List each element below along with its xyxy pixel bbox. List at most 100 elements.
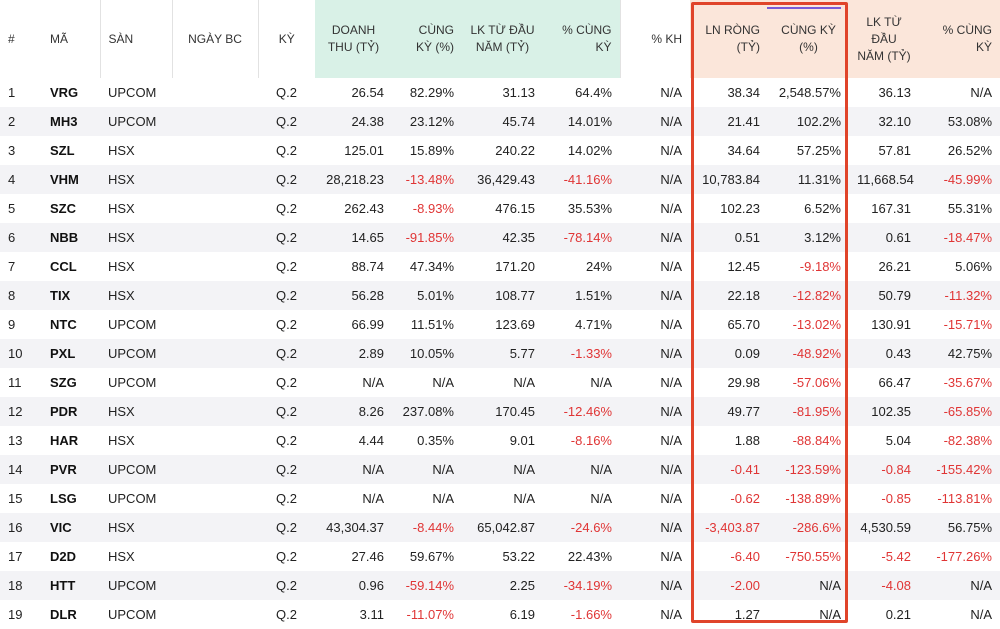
cell-code[interactable]: VIC (42, 513, 100, 542)
col-header-exchange[interactable]: SÀN (99, 0, 172, 78)
cell-report-date (172, 426, 258, 455)
cell-revenue-yoy: 15.89% (409, 143, 454, 158)
col-header-revenue-yoy[interactable]: CÙNG KỲ (%) (392, 0, 462, 78)
table-row[interactable]: 7 CCL HSX Q.2 88.74 47.34% 171.20 24% N/A 12.45 -9… (0, 252, 1000, 281)
table-row[interactable]: 11 SZG UPCOM Q.2 N/A N/A N/A N/A N/A 29.98 -57.06%… (0, 368, 1000, 397)
cell-report-date (172, 368, 258, 397)
cell-report-date (172, 484, 258, 513)
cell-net-profit-ytd-yoy: N/A (919, 571, 1000, 600)
cell-net-profit-ytd: 0.61 (849, 223, 919, 252)
table-row[interactable]: 15 LSG UPCOM Q.2 N/A N/A N/A N/A N/A -0.62 -138.89… (0, 484, 1000, 513)
cell-code[interactable]: NBB (42, 223, 100, 252)
cell-plan-pct: N/A (660, 85, 682, 100)
col-header-net-profit-ytd[interactable]: LK TỪ ĐẦU NĂM (TỶ) (849, 0, 919, 78)
cell-net-profit-yoy: 2,548.57% (778, 85, 841, 100)
cell-net-profit-yoy: -81.95% (768, 397, 849, 426)
cell-report-date (172, 600, 258, 629)
cell-code[interactable]: TIX (42, 281, 100, 310)
cell-code[interactable]: PXL (42, 339, 100, 368)
cell-period: Q.2 (276, 491, 297, 506)
cell-net-profit-ytd-yoy: 5.06% (955, 259, 992, 274)
cell-revenue-ytd-yoy: -78.14% (543, 223, 620, 252)
cell-net-profit: -2.00 (690, 571, 768, 600)
cell-code[interactable]: PVR (42, 455, 100, 484)
cell-code[interactable]: DLR (50, 607, 77, 622)
cell-exchange: UPCOM (100, 339, 172, 368)
table-row[interactable]: 16 VIC HSX Q.2 43,304.37 -8.44% 65,042.87 -24.6… (0, 513, 1000, 542)
table-row[interactable]: 17 D2D HSX Q.2 27.46 59.67% 53.22 22.43% N/A -6.4… (0, 542, 1000, 571)
cell-exchange: HSX (108, 259, 135, 274)
cell-net-profit-ytd: 0.43 (849, 339, 919, 368)
cell-revenue: 3.11 (359, 607, 384, 622)
cell-report-date (172, 339, 258, 368)
cell-revenue: 4.44 (358, 433, 384, 448)
table-row[interactable]: 13 HAR HSX Q.2 4.44 0.35% 9.01 -8.16% N/A 1.88 -88… (0, 426, 1000, 455)
cell-period: Q.2 (276, 433, 297, 448)
col-header-index[interactable]: # (8, 31, 15, 46)
col-header-plan-pct[interactable]: % KH (619, 0, 690, 78)
cell-index: 15 (8, 491, 23, 506)
cell-code[interactable]: VRG (50, 85, 79, 100)
cell-revenue-ytd: N/A (513, 491, 535, 506)
cell-revenue-yoy: 0.35% (417, 433, 454, 448)
cell-period: Q.2 (276, 375, 297, 390)
table-row[interactable]: 4 VHM HSX Q.2 28,218.23 -13.48% 36,429.43 -41.1… (0, 165, 1000, 194)
cell-net-profit: 12.45 (727, 259, 760, 274)
cell-code[interactable]: HTT (42, 571, 100, 600)
table-row[interactable]: 19 DLR UPCOM Q.2 3.11 -11.07% 6.19 -1.66% N/A 1.2… (0, 600, 1000, 629)
cell-revenue-yoy: -8.44% (392, 513, 462, 542)
cell-plan-pct: N/A (620, 107, 690, 136)
col-header-revenue-ytd[interactable]: LK TỪ ĐẦU NĂM (TỶ) (462, 0, 543, 78)
cell-index: 8 (0, 281, 42, 310)
cell-code[interactable]: SZC (50, 201, 76, 216)
col-header-code[interactable]: MÃ (50, 31, 68, 46)
table-row[interactable]: 6 NBB HSX Q.2 14.65 -91.85% 42.35 -78.14% N/A 0.5… (0, 223, 1000, 252)
cell-net-profit: -3,403.87 (690, 513, 768, 542)
table-row[interactable]: 5 SZC HSX Q.2 262.43 -8.93% 476.15 35.53% N/A 102… (0, 194, 1000, 223)
col-header-report-date[interactable]: NGÀY BC (171, 0, 258, 78)
table-row[interactable]: 1 VRG UPCOM Q.2 26.54 82.29% 31.13 64.4% N/A 38.3… (0, 78, 1000, 107)
cell-code[interactable]: SZL (50, 143, 75, 158)
table-row[interactable]: 3 SZL HSX Q.2 125.01 15.89% 240.22 14.02% N/A 34.… (0, 136, 1000, 165)
cell-revenue-ytd: 53.22 (502, 549, 535, 564)
col-header-revenue-ytd-yoy[interactable]: % CÙNG KỲ (543, 0, 620, 78)
cell-code[interactable]: LSG (50, 491, 77, 506)
table-row[interactable]: 2 MH3 UPCOM Q.2 24.38 23.12% 45.74 14.01% N/A 21.… (0, 107, 1000, 136)
cell-code[interactable]: HAR (50, 433, 79, 448)
cell-revenue-yoy: N/A (392, 455, 462, 484)
table-row[interactable]: 14 PVR UPCOM Q.2 N/A N/A N/A N/A N/A -0.41 -123.59… (0, 455, 1000, 484)
col-header-period[interactable]: KỲ (257, 0, 315, 78)
cell-revenue-yoy: 47.34% (409, 259, 454, 274)
col-header-net-profit-yoy[interactable]: CÙNG KỲ (%) (768, 0, 849, 78)
cell-code[interactable]: VHM (42, 165, 100, 194)
cell-revenue-ytd-yoy: 14.01% (543, 107, 620, 136)
table-row[interactable]: 9 NTC UPCOM Q.2 66.99 11.51% 123.69 4.71% N/A 65.… (0, 310, 1000, 339)
cell-plan-pct: N/A (660, 201, 682, 216)
cell-code[interactable]: SZG (50, 375, 77, 390)
table-row[interactable]: 12 PDR HSX Q.2 8.26 237.08% 170.45 -12.46% N/A 49… (0, 397, 1000, 426)
cell-net-profit: 29.98 (727, 375, 760, 390)
col-header-net-profit[interactable]: LN RÒNG (TỶ) (690, 0, 768, 78)
table-row[interactable]: 18 HTT UPCOM Q.2 0.96 -59.14% 2.25 -34.19% N/A -2… (0, 571, 1000, 600)
cell-index: 14 (0, 455, 42, 484)
cell-report-date (172, 194, 258, 223)
cell-code[interactable]: NTC (50, 317, 77, 332)
col-header-revenue[interactable]: DOANH THU (TỶ) (315, 0, 392, 78)
cell-exchange: HSX (108, 433, 135, 448)
cell-net-profit-ytd: 50.79 (849, 281, 919, 310)
cell-revenue-ytd: 5.77 (462, 339, 543, 368)
table-row[interactable]: 10 PXL UPCOM Q.2 2.89 10.05% 5.77 -1.33% N/A 0.09… (0, 339, 1000, 368)
cell-revenue-yoy: -91.85% (392, 223, 462, 252)
cell-code[interactable]: D2D (50, 549, 77, 564)
cell-revenue: N/A (362, 375, 384, 390)
table-row[interactable]: 8 TIX HSX Q.2 56.28 5.01% 108.77 1.51% N/A 22.18-… (0, 281, 1000, 310)
cell-net-profit-yoy: N/A (768, 571, 849, 600)
cell-code[interactable]: PDR (42, 397, 100, 426)
cell-net-profit-ytd: 66.47 (878, 375, 911, 390)
cell-net-profit: 34.64 (727, 143, 760, 158)
cell-code[interactable]: MH3 (42, 107, 100, 136)
cell-revenue-ytd-yoy: 14.02% (567, 143, 612, 158)
cell-net-profit-ytd-yoy: 56.75% (919, 513, 1000, 542)
cell-code[interactable]: CCL (50, 259, 77, 274)
col-header-net-profit-ytd-yoy[interactable]: % CÙNG KỲ (919, 0, 1000, 78)
